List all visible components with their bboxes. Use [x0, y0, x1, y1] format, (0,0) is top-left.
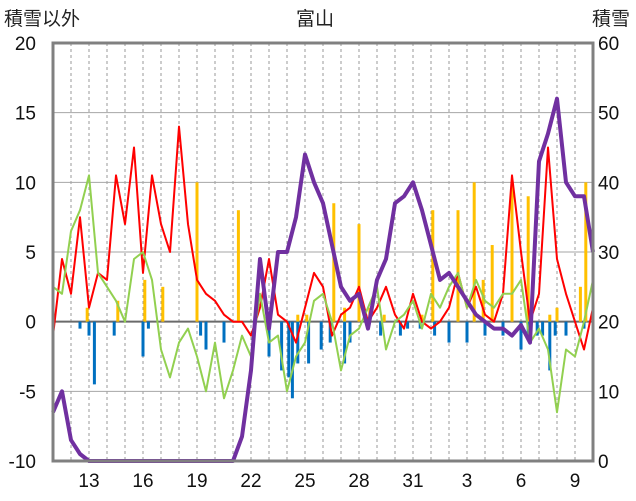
- bar: [348, 321, 352, 343]
- bar: [553, 321, 557, 336]
- bar: [465, 321, 469, 343]
- right-tick-label: 20: [598, 313, 619, 334]
- bar: [406, 321, 410, 329]
- bar: [319, 321, 323, 350]
- bar: [143, 279, 147, 322]
- grid-lines: [53, 43, 593, 461]
- bar: [195, 182, 199, 322]
- bar: [481, 279, 485, 322]
- bar: [357, 224, 361, 322]
- left-tick-label: 15: [15, 104, 36, 125]
- x-tick-label: 6: [516, 471, 527, 492]
- bar: [456, 210, 460, 322]
- chart-title: 富山: [296, 8, 335, 30]
- bar: [199, 321, 203, 336]
- x-axis-ticks: 13 16 19 22 25 28 31 3 6 9: [78, 471, 580, 492]
- bar: [433, 321, 437, 336]
- right-tick-label: 40: [598, 173, 619, 194]
- left-tick-label: -5: [19, 382, 36, 403]
- bar: [290, 321, 294, 399]
- bar: [222, 321, 226, 343]
- right-tick-label: 50: [598, 104, 619, 125]
- bar: [519, 321, 523, 350]
- temperature-line: [52, 174, 594, 414]
- left-tick-label: 5: [25, 243, 36, 264]
- left-axis-label: 積雪以外: [4, 8, 81, 30]
- right-tick-label: 0: [598, 452, 609, 473]
- bar: [307, 321, 311, 364]
- bar: [92, 321, 96, 385]
- bar: [431, 210, 435, 322]
- bar: [141, 321, 145, 357]
- bar: [328, 321, 332, 343]
- x-tick-label: 3: [462, 471, 473, 492]
- bar: [541, 321, 545, 336]
- bar: [490, 245, 494, 322]
- x-tick-label: 31: [402, 471, 423, 492]
- plot-area-border: [51, 41, 595, 463]
- x-tick-label: 16: [132, 471, 153, 492]
- bar: [161, 286, 165, 322]
- bar: [146, 321, 150, 329]
- bar: [343, 321, 347, 364]
- bar: [287, 321, 291, 378]
- bar: [116, 300, 120, 322]
- bar: [535, 321, 539, 336]
- right-tick-label: 60: [598, 34, 619, 55]
- x-tick-label: 13: [78, 471, 99, 492]
- right-tick-label: 10: [598, 382, 619, 403]
- bar: [343, 307, 347, 322]
- x-tick-label: 9: [570, 471, 581, 492]
- bar-series-group: [78, 182, 588, 399]
- bar: [578, 286, 582, 322]
- bar: [280, 321, 284, 371]
- bar: [236, 210, 240, 322]
- left-tick-label: 20: [15, 34, 36, 55]
- bar: [296, 314, 300, 322]
- left-tick-label: -10: [9, 452, 36, 473]
- bar: [112, 321, 116, 336]
- bar: [483, 321, 487, 336]
- bar: [447, 321, 451, 343]
- bar: [420, 314, 424, 322]
- x-tick-label: 25: [294, 471, 315, 492]
- bar: [548, 321, 552, 371]
- bar: [584, 182, 588, 322]
- bar: [398, 321, 402, 336]
- left-tick-label: 10: [15, 173, 36, 194]
- x-tick-label: 19: [186, 471, 207, 492]
- bar: [379, 321, 383, 336]
- bar: [78, 321, 82, 329]
- left-tick-label: 0: [25, 313, 36, 334]
- bar: [548, 314, 552, 322]
- bar: [472, 182, 476, 322]
- bar: [526, 196, 530, 322]
- right-tick-label: 30: [598, 243, 619, 264]
- right-axis-label: 積雪: [592, 8, 631, 30]
- bar: [296, 321, 300, 364]
- bar: [85, 307, 89, 322]
- bar: [382, 314, 386, 322]
- bar: [555, 307, 559, 322]
- x-tick-label: 22: [240, 471, 261, 492]
- bar: [87, 321, 91, 336]
- bar: [204, 321, 208, 350]
- bar: [305, 314, 309, 322]
- bar: [510, 182, 514, 322]
- right-axis-ticks: 60 50 40 30 20 10 0: [598, 34, 619, 473]
- x-tick-label: 28: [348, 471, 369, 492]
- bar: [564, 321, 568, 336]
- left-axis-ticks: 20 15 10 5 0 -5 -10: [9, 34, 36, 473]
